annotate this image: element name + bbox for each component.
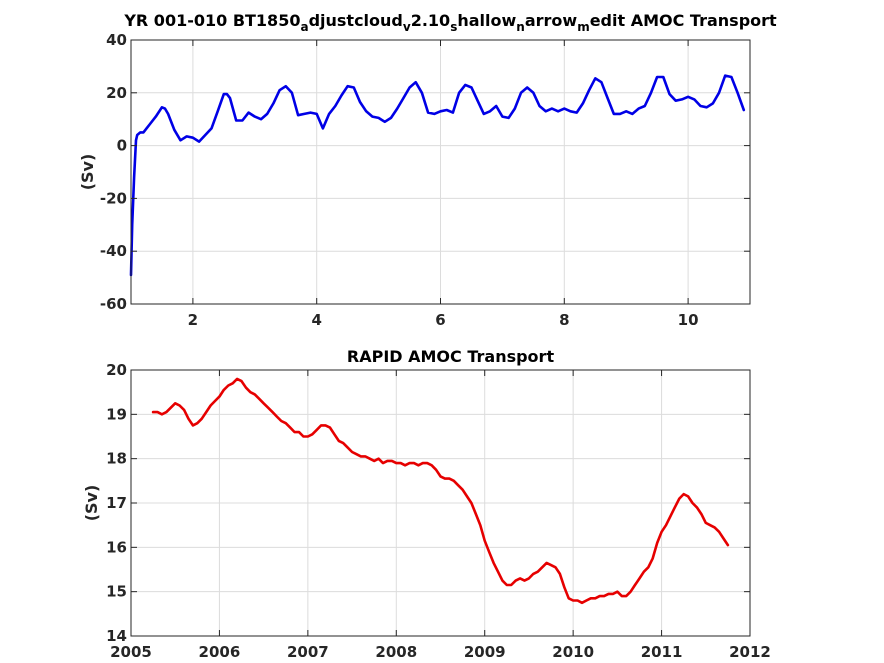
y-tick-label: -40 (100, 242, 127, 260)
x-tick-label: 2010 (552, 643, 594, 661)
x-tick-label: 6 (435, 311, 445, 329)
x-tick-label: 2012 (729, 643, 771, 661)
y-tick-label: 20 (106, 84, 127, 102)
y-axis-label: (Sv) (82, 485, 101, 522)
series-line (129, 74, 746, 277)
y-tick-label: 15 (106, 583, 127, 601)
model-amoc-panel: 2 4 6 8 10 -60 -40 -20 0 20 40 (Sv) YR 001-010 BT185… (78, 11, 777, 329)
x-tick-label: 8 (559, 311, 569, 329)
rapid-amoc-panel: 2005 2006 2007 2008 2009 2010 2011 2012 14 15 16 17… (82, 347, 771, 661)
chart-title: YR 001-010 BT1850adjustcloudv2.10shallow… (123, 11, 777, 34)
x-tick-label: 4 (311, 311, 321, 329)
x-tick-label: 10 (678, 311, 699, 329)
y-tick-label: -60 (100, 295, 127, 313)
y-tick-label: 18 (106, 450, 127, 468)
y-tick-label: -20 (100, 189, 127, 207)
y-axis-label: (Sv) (78, 154, 97, 191)
y-tick-label: 20 (106, 361, 127, 379)
chart-title: RAPID AMOC Transport (347, 347, 555, 366)
x-tick-label: 2009 (464, 643, 506, 661)
y-tick-label: 14 (106, 627, 127, 645)
x-tick-label: 2011 (641, 643, 683, 661)
y-tick-label: 40 (106, 31, 127, 49)
x-tick-label: 2 (188, 311, 198, 329)
x-tick-label: 2006 (199, 643, 241, 661)
y-tick-label: 0 (117, 137, 127, 155)
y-tick-label: 19 (106, 405, 127, 423)
x-tick-label: 2007 (287, 643, 329, 661)
y-tick-label: 16 (106, 538, 127, 556)
y-tick-label: 17 (106, 494, 127, 512)
series-line (151, 377, 730, 605)
x-tick-label: 2008 (375, 643, 417, 661)
x-tick-label: 2005 (110, 643, 152, 661)
